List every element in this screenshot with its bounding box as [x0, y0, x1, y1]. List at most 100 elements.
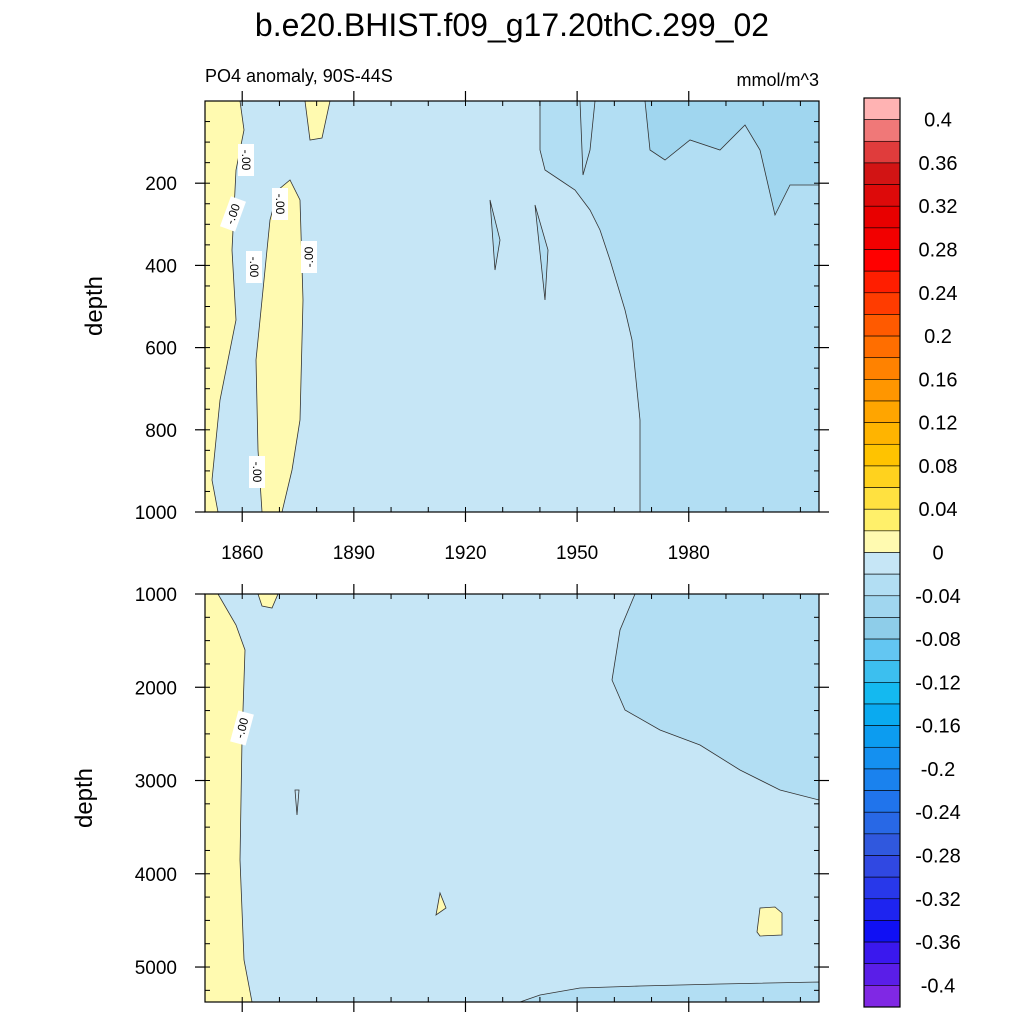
colorbar-swatch	[863, 379, 901, 402]
colorbar-swatch	[863, 357, 901, 380]
colorbar-swatch	[863, 227, 901, 250]
colorbar-label: 0.2	[924, 326, 952, 348]
colorbar-label: -0.36	[915, 932, 961, 954]
colorbar-swatch	[863, 97, 901, 120]
contour-label: -.00	[223, 202, 243, 227]
lower-negative-region-bottom	[519, 981, 819, 1002]
colorbar-swatch	[863, 335, 901, 359]
colorbar-swatch	[863, 487, 901, 510]
lower-positive-blob-top	[257, 594, 279, 609]
colorbar-swatch	[863, 682, 901, 705]
upper-streak-a	[579, 101, 596, 176]
lower-frame	[204, 593, 820, 1003]
contour-label: -.00	[233, 716, 252, 740]
colorbar-swatch	[863, 205, 901, 229]
lower-negative-region-upper-right	[611, 594, 819, 801]
colorbar-swatch	[863, 963, 901, 986]
colorbar-label: -0.04	[915, 586, 961, 608]
upper-contour-labels: -.00 -.00 -.00 -.00 -.00 -.00	[220, 144, 317, 488]
colorbar-swatch	[863, 898, 901, 921]
y-tick-label: 600	[145, 339, 177, 360]
colorbar-swatch	[863, 184, 901, 207]
colorbar-swatch	[863, 876, 901, 900]
y-tick-label: 5000	[135, 958, 177, 979]
y-tick-label: 800	[145, 421, 177, 442]
colorbar-label: 0.12	[919, 413, 958, 435]
colorbar-label: 0.24	[919, 283, 958, 305]
colorbar-swatch	[863, 140, 901, 164]
y-tick-label: 2000	[135, 678, 177, 699]
upper-positive-blob-top	[304, 101, 331, 141]
y-tick-label: 1000	[135, 503, 177, 524]
x-tick-label: 1920	[444, 543, 486, 564]
colorbar-label: -0.12	[915, 672, 961, 694]
x-tick-label: 1980	[668, 543, 710, 564]
colorbar-swatch	[863, 573, 901, 597]
colorbar-label: 0.28	[919, 240, 958, 262]
upper-y-axis-label: depth	[81, 276, 108, 336]
x-tick-label: 1950	[556, 543, 598, 564]
units-label: mmol/m^3	[737, 70, 819, 90]
colorbar-swatch	[863, 660, 901, 683]
colorbar-swatch	[863, 314, 901, 337]
colorbar-label: -0.28	[915, 846, 961, 868]
colorbar: 0.4 0.36 0.32 0.28 0.24 0.2 0.16 0.12 0.08 0.04 0 -…	[863, 97, 961, 1008]
colorbar-swatch	[863, 746, 901, 770]
colorbar-swatch	[863, 941, 901, 965]
colorbar-label: 0	[932, 543, 943, 565]
y-tick-label: 1000	[135, 585, 177, 606]
upper-ticks: 1860 1890 1920 1950 1980 200 400 600 800 1000	[135, 91, 829, 564]
upper-positive-region-middle	[255, 179, 304, 512]
upper-streak-c	[534, 204, 549, 301]
colorbar-swatch	[863, 725, 901, 748]
lower-y-axis-label: depth	[71, 768, 98, 828]
colorbar-swatch	[863, 270, 901, 294]
colorbar-swatch	[863, 617, 901, 640]
colorbar-swatch	[863, 985, 901, 1008]
colorbar-label: -0.16	[915, 716, 961, 738]
colorbar-swatch	[863, 855, 901, 878]
colorbar-label: 0.08	[919, 456, 958, 478]
colorbar-swatch	[863, 400, 901, 423]
colorbar-swatch	[863, 920, 901, 943]
lower-positive-blob-mid	[435, 891, 447, 916]
lower-contour-labels: -.00	[230, 710, 254, 746]
lower-ticks: 1000 2000 3000 4000 5000	[135, 584, 829, 1012]
contour-label: -.00	[247, 257, 261, 278]
contour-label: -.00	[239, 150, 253, 171]
colorbar-swatch	[863, 292, 901, 315]
colorbar-label: -0.08	[915, 629, 961, 651]
colorbar-swatch	[863, 249, 901, 272]
colorbar-label: 0.16	[919, 369, 958, 391]
colorbar-swatch	[863, 790, 901, 813]
colorbar-swatch	[863, 119, 901, 142]
colorbar-label: -0.24	[915, 802, 961, 824]
upper-negative-region-surface	[644, 101, 819, 217]
contour-label: -.00	[302, 246, 316, 267]
colorbar-swatch	[863, 638, 901, 662]
left-subtitle: PO4 anomaly, 90S-44S	[205, 66, 393, 86]
colorbar-swatch	[863, 768, 901, 791]
y-tick-label: 200	[145, 174, 177, 195]
y-tick-label: 400	[145, 256, 177, 277]
colorbar-swatch	[863, 811, 901, 835]
colorbar-swatch	[863, 465, 901, 488]
colorbar-swatch	[863, 508, 901, 532]
y-tick-label: 3000	[135, 772, 177, 793]
colorbar-swatch	[863, 703, 901, 726]
chart-title: b.e20.BHIST.f09_g17.20thC.299_02	[255, 7, 769, 43]
upper-negative-region-right	[539, 101, 819, 512]
colorbar-label: -0.2	[921, 759, 955, 781]
colorbar-label: -0.4	[921, 975, 955, 997]
contour-label: -.00	[273, 194, 287, 215]
lower-contour-sliver	[294, 789, 300, 816]
upper-panel: 1860 1890 1920 1950 1980 200 400 600 800 1000 dep…	[81, 91, 829, 564]
lower-panel: 1000 2000 3000 4000 5000 depth -.00	[71, 584, 829, 1012]
colorbar-swatch	[863, 443, 901, 467]
x-tick-label: 1860	[221, 543, 263, 564]
colorbar-label: 0.04	[919, 499, 958, 521]
upper-streak-b	[489, 199, 501, 271]
colorbar-swatch	[863, 530, 901, 553]
x-tick-label: 1890	[333, 543, 375, 564]
colorbar-label: 0.36	[919, 153, 958, 175]
